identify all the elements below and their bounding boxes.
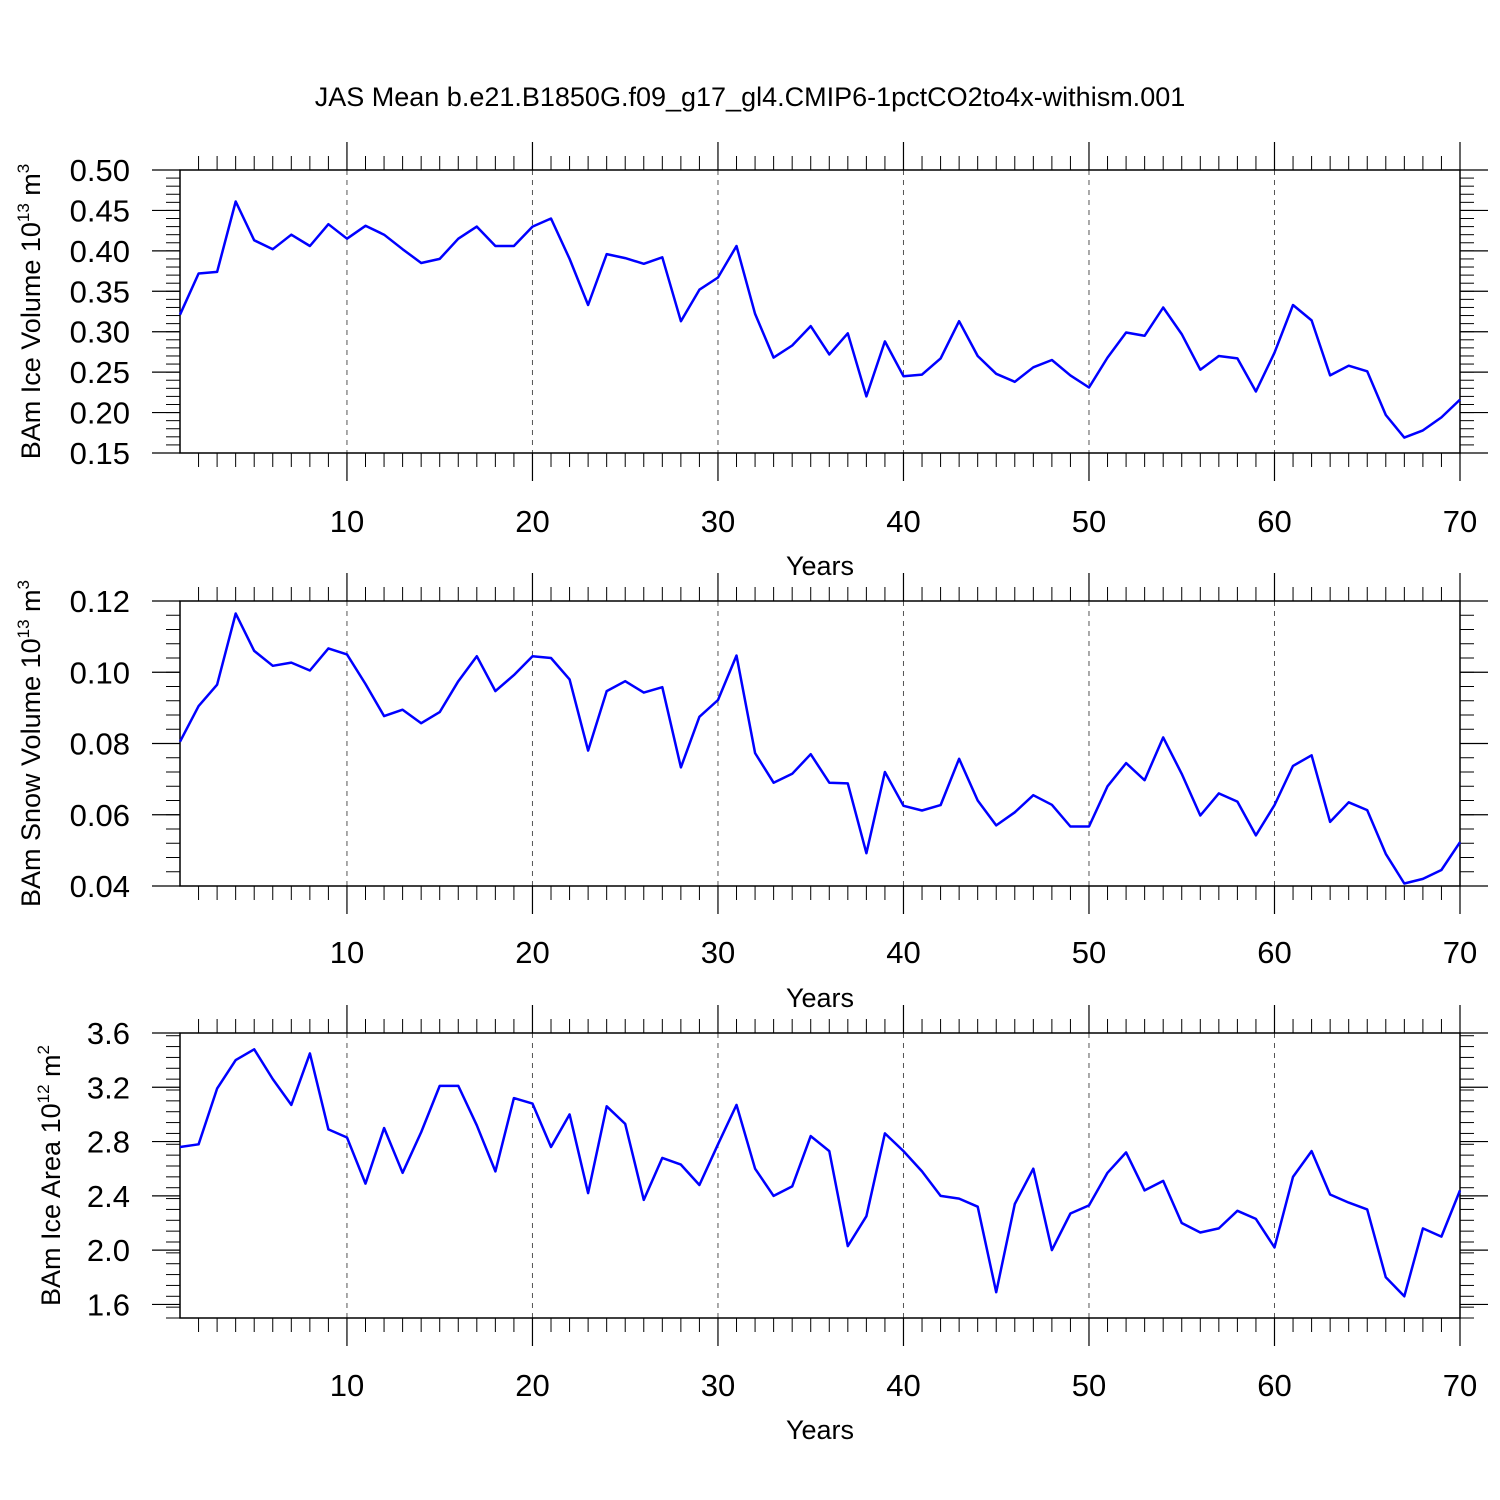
x-tick-label: 70 [1443,504,1477,539]
x-axis-label: Years [786,551,854,581]
y-tick-label: 0.10 [70,655,130,690]
y-tick-label: 0.40 [70,234,130,269]
y-tick-label: 0.50 [70,153,130,188]
y-tick-label: 0.04 [70,869,130,904]
y-tick-label: 1.6 [87,1287,130,1322]
x-tick-label: 70 [1443,935,1477,970]
x-tick-label: 50 [1072,935,1106,970]
y-tick-label: 0.30 [70,315,130,350]
y-tick-label: 2.8 [87,1125,130,1160]
y-axis-label: BAm Ice Volume 1013 m3 [14,164,46,460]
series-line-bam-snow-volume [178,612,1462,885]
chart-panel-2: 10 20 30 40 50 60 70 0.04 0.06 0.08 0.10 0.12 Years B… [14,573,1488,1013]
panels-container: 10 20 30 40 50 60 70 0.15 0.20 0.25 0.30 0.35 0.40 0.… [14,142,1488,1445]
plot-frame [179,1032,1461,1319]
x-tick-label: 60 [1257,935,1291,970]
x-tick-label: 50 [1072,1368,1106,1403]
series-line-bam-ice-volume [178,200,1461,439]
x-tick-label: 40 [886,935,920,970]
x-tick-label: 40 [886,504,920,539]
y-axis-label: BAm Ice Area 1012 m2 [34,1045,66,1306]
x-axis-label: Years [786,983,854,1013]
x-tick-label: 10 [330,504,364,539]
x-tick-label: 30 [701,935,735,970]
y-tick-label: 0.12 [70,584,130,619]
x-tick-label: 10 [330,935,364,970]
x-tick-label: 30 [701,1368,735,1403]
chart-panel-1: 10 20 30 40 50 60 70 0.15 0.20 0.25 0.30 0.35 0.40 0.… [14,142,1488,581]
x-tick-label: 60 [1257,504,1291,539]
x-axis-label: Years [786,1415,854,1445]
y-tick-label: 0.45 [70,193,130,228]
y-tick-label: 0.35 [70,274,130,309]
x-tick-label: 50 [1072,504,1106,539]
plot-frame [179,169,1461,454]
y-axis-label: BAm Snow Volume 1013 m3 [14,580,46,907]
x-tick-label: 30 [701,504,735,539]
y-tick-label: 0.15 [70,436,130,471]
y-tick-label: 0.08 [70,727,130,762]
x-tick-label: 40 [886,1368,920,1403]
y-tick-label: 2.4 [87,1179,130,1214]
x-tick-label: 20 [515,1368,549,1403]
x-tick-label: 70 [1443,1368,1477,1403]
plot-frame [179,600,1461,887]
x-tick-label: 60 [1257,1368,1291,1403]
x-tick-label: 20 [515,935,549,970]
y-tick-label: 0.06 [70,798,130,833]
y-tick-label: 0.20 [70,396,130,431]
chart-panel-3: 10 20 30 40 50 60 70 1.6 2.0 2.4 2.8 3.2 3.6 Years BAm… [34,1005,1488,1445]
y-tick-label: 3.2 [87,1070,130,1105]
x-tick-label: 10 [330,1368,364,1403]
figure-title: JAS Mean b.e21.B1850G.f09_g17_gl4.CMIP6-… [315,82,1186,112]
y-tick-label: 0.25 [70,355,130,390]
y-tick-label: 2.0 [87,1233,130,1268]
y-tick-label: 3.6 [87,1016,130,1051]
series-line-bam-ice-area [179,1048,1462,1298]
x-tick-label: 20 [515,504,549,539]
